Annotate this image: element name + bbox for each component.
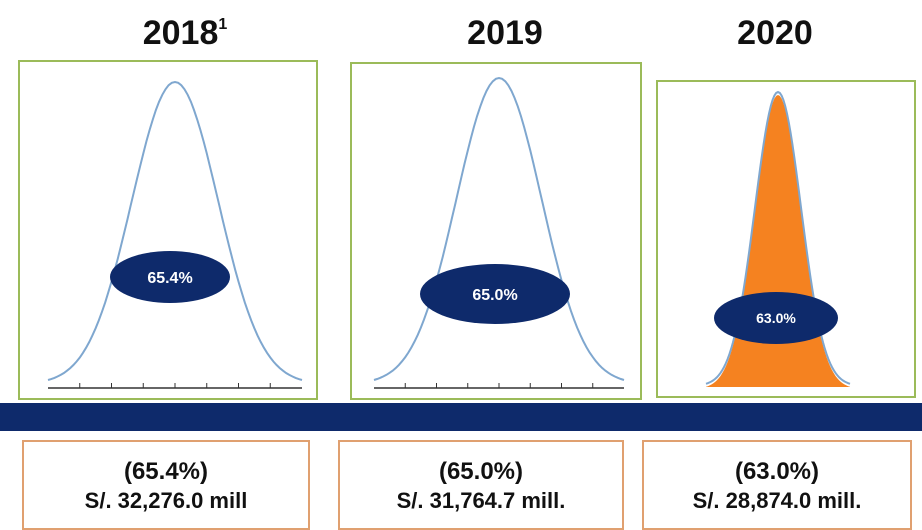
summary-percent-2020: (63.0%) xyxy=(734,458,820,485)
summary-amount-2018: S/. 32,276.0 mill xyxy=(84,488,248,513)
summary-amount-2019: S/. 31,764.7 mill. xyxy=(396,488,566,513)
distribution-curve-2020 xyxy=(705,90,851,385)
percentage-ellipse-2018 xyxy=(110,251,230,303)
percentage-ellipse-2019 xyxy=(420,264,570,324)
summary-percent-2018: (65.4%) xyxy=(123,458,209,485)
year-title-2019: 2019 xyxy=(467,14,543,52)
percentage-label-2020: 63.0% xyxy=(756,310,796,326)
x-axis-ticks-2019 xyxy=(404,383,594,388)
distribution-panel-2018: 65.4% xyxy=(18,60,318,400)
summary-box-2019: (65.0%) S/. 31,764.7 mill. xyxy=(338,440,624,530)
distribution-curve-2019 xyxy=(373,76,625,381)
summary-amount-2020: S/. 28,874.0 mill. xyxy=(692,488,862,513)
percentage-label-2019: 65.0% xyxy=(472,287,517,304)
year-title-2018: 20181 xyxy=(142,14,228,52)
percentage-ellipse-2020 xyxy=(714,292,838,344)
divider-bar xyxy=(0,403,922,431)
summary-percent-2019: (65.0%) xyxy=(438,458,524,485)
distribution-chart-2018: 65.4% xyxy=(47,80,303,389)
x-axis-ticks-2018 xyxy=(79,383,271,388)
distribution-chart-2020: 63.0% xyxy=(705,90,851,387)
year-footnote-marker: 1 xyxy=(218,16,228,33)
distribution-chart-2019: 65.0% xyxy=(373,76,625,389)
distribution-curve-2018 xyxy=(47,80,303,381)
percentage-label-2018: 65.4% xyxy=(147,270,192,287)
year-title-2020: 2020 xyxy=(737,14,813,52)
distribution-panel-2020: 63.0% xyxy=(656,80,916,398)
summary-box-2018: (65.4%) S/. 32,276.0 mill xyxy=(22,440,310,530)
summary-box-2020: (63.0%) S/. 28,874.0 mill. xyxy=(642,440,912,530)
distribution-panel-2019: 65.0% xyxy=(350,62,642,400)
